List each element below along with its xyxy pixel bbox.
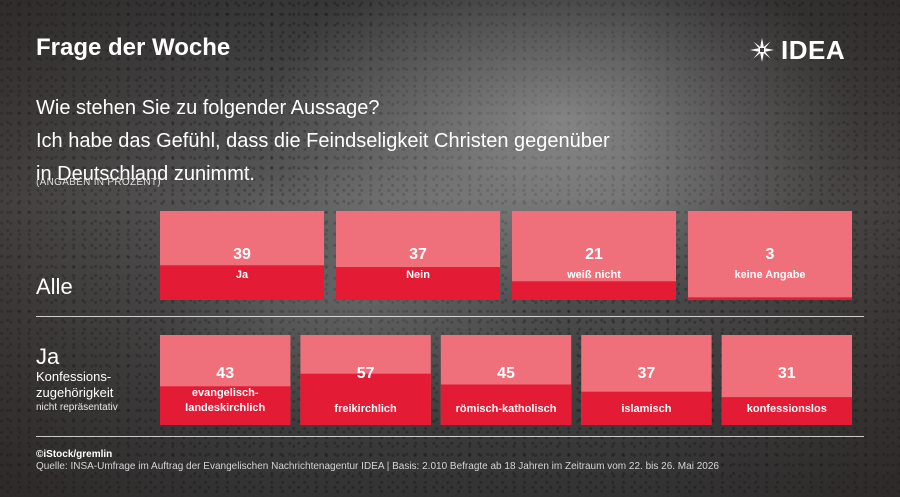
- photo-credit: ©iStock/gremlin: [36, 449, 113, 460]
- row-sublabel-line-1: Konfessions-: [36, 369, 112, 384]
- row-label-ja-block: Ja Konfessions- zugehörigkeit nicht repr…: [36, 345, 118, 415]
- page-title: Frage der Woche: [36, 34, 231, 61]
- category-label: Ja: [236, 269, 249, 281]
- data-label: 21: [585, 246, 603, 263]
- data-label: 37: [638, 365, 656, 382]
- idea-logo: IDEA: [749, 34, 846, 65]
- row-label-alle: Alle: [36, 274, 73, 299]
- bar-fill: [721, 397, 852, 425]
- row-label-ja: Ja: [36, 344, 60, 369]
- row-sublabel-line-2: zugehörigkeit: [36, 385, 114, 400]
- source-note: Quelle: INSA-Umfrage im Auftrag der Evan…: [36, 461, 719, 472]
- category-label: landeskirchlich: [185, 402, 265, 414]
- data-label: 57: [357, 365, 375, 382]
- divider-bottom: [36, 436, 864, 437]
- category-label: römisch-katholisch: [456, 403, 557, 415]
- data-label: 3: [766, 246, 775, 263]
- bar-box: [688, 211, 852, 300]
- data-label: 39: [233, 246, 251, 263]
- category-label: freikirchlich: [334, 403, 397, 415]
- idea-logo-icon: [750, 38, 774, 62]
- bar-fill: [581, 391, 712, 425]
- bar-fill: [160, 265, 324, 300]
- divider-top: [36, 316, 864, 317]
- bar-fill: [512, 281, 676, 300]
- category-label: Nein: [406, 269, 430, 281]
- question-line-3: in Deutschland zunimmt.: [36, 163, 255, 185]
- data-label: 43: [216, 365, 234, 382]
- unit-note: (ANGABEN IN PROZENT): [36, 177, 161, 188]
- bar-fill: [440, 384, 572, 425]
- data-label: 31: [778, 365, 796, 382]
- bar-fill: [688, 297, 852, 300]
- data-label: 37: [409, 246, 427, 263]
- category-label: weiß nicht: [566, 269, 621, 281]
- bar-fill: [160, 386, 291, 425]
- question-text: Wie stehen Sie zu folgender Aussage? Ich…: [36, 92, 736, 191]
- category-label: konfessionslos: [747, 403, 827, 415]
- data-label: 45: [497, 365, 515, 382]
- logo-text: IDEA: [781, 34, 846, 65]
- question-line-1: Wie stehen Sie zu folgender Aussage?: [36, 97, 380, 119]
- bar-fill: [336, 267, 500, 300]
- bar-fill: [300, 373, 431, 425]
- question-line-2: Ich habe das Gefühl, dass die Feindselig…: [36, 130, 610, 152]
- category-label: islamisch: [621, 403, 671, 415]
- category-label: keine Angabe: [734, 269, 805, 281]
- category-label: evangelisch-: [192, 387, 259, 399]
- row-note: nicht repräsentativ: [36, 402, 118, 413]
